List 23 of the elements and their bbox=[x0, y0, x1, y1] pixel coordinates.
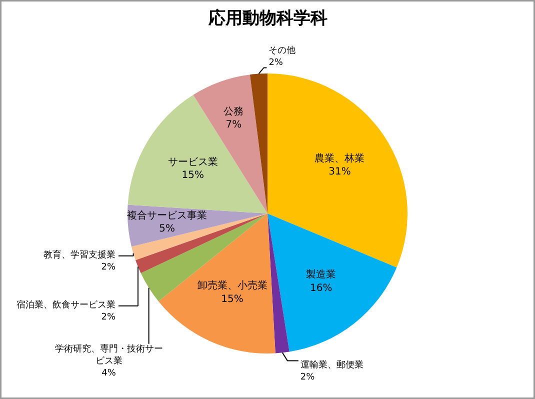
slice-label: 農業、林業 bbox=[314, 152, 365, 164]
data-label: 31% bbox=[328, 166, 351, 178]
slice-label: 学術研究、専門・技術サービス業 bbox=[54, 343, 163, 366]
slice-label: 複合サービス事業 bbox=[127, 209, 208, 222]
slice-label: 卸売業、小売業 bbox=[197, 280, 268, 292]
slice-label: 教育、学習支援業 bbox=[44, 249, 116, 260]
chart-title: 応用動物科学科 bbox=[208, 8, 328, 28]
data-label: 16% bbox=[310, 282, 332, 294]
slice-label: 運輸業、郵便業 bbox=[300, 360, 364, 371]
data-label: 15% bbox=[221, 294, 244, 305]
data-label: 2% bbox=[268, 58, 284, 68]
data-label: 7% bbox=[226, 120, 242, 131]
slice-label: その他 bbox=[268, 44, 296, 56]
data-label: 5% bbox=[159, 223, 176, 234]
slice-label: サービス業 bbox=[168, 156, 218, 168]
data-label: 4% bbox=[102, 368, 116, 378]
data-label: 2% bbox=[101, 262, 116, 272]
slice-label: 宿泊業、飲食サービス業 bbox=[16, 299, 116, 310]
slice-label: 公務 bbox=[224, 105, 244, 118]
data-label: 2% bbox=[300, 372, 316, 383]
data-label: 2% bbox=[101, 312, 116, 322]
data-label: 15% bbox=[182, 170, 204, 182]
slice-label: 製造業 bbox=[306, 268, 336, 281]
